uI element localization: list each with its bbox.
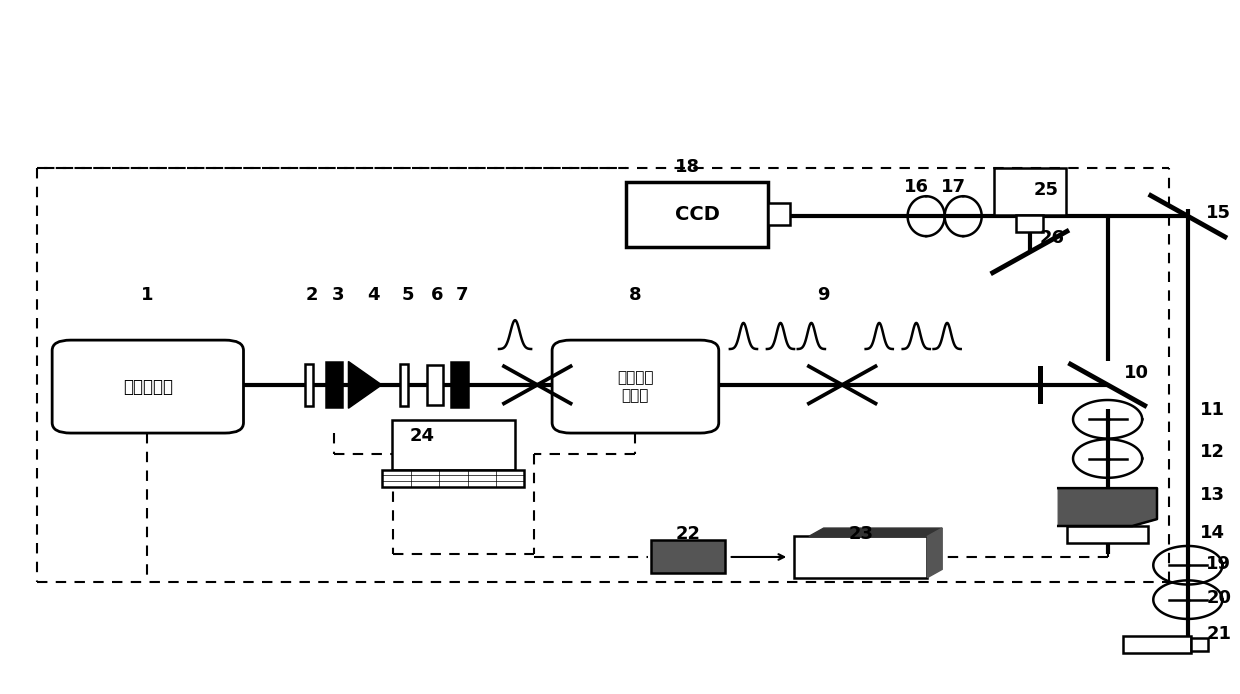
Bar — [399, 364, 408, 405]
Text: 脉冲时间
整形器: 脉冲时间 整形器 — [618, 371, 653, 403]
Text: 19: 19 — [1207, 555, 1231, 573]
Bar — [392, 420, 515, 470]
Bar — [1017, 215, 1043, 232]
Polygon shape — [348, 362, 382, 408]
Bar — [651, 541, 725, 573]
Bar — [994, 168, 1065, 215]
Text: 17: 17 — [941, 178, 966, 196]
FancyBboxPatch shape — [52, 340, 243, 433]
Bar — [1123, 636, 1190, 653]
Text: 8: 8 — [629, 287, 641, 305]
Bar — [1190, 638, 1208, 650]
Bar — [427, 365, 443, 405]
Text: 24: 24 — [410, 428, 435, 446]
Bar — [382, 470, 525, 486]
Bar — [768, 203, 790, 226]
Text: 7: 7 — [456, 287, 469, 305]
Bar — [626, 182, 768, 247]
Text: 16: 16 — [904, 178, 929, 196]
Text: 5: 5 — [402, 287, 414, 305]
Polygon shape — [808, 528, 942, 536]
Text: 20: 20 — [1207, 589, 1231, 607]
Text: 4: 4 — [367, 287, 379, 305]
Text: 23: 23 — [848, 525, 873, 543]
Bar — [1068, 525, 1148, 543]
Text: 22: 22 — [676, 525, 701, 543]
Text: 2: 2 — [305, 287, 317, 305]
Text: 1: 1 — [141, 287, 154, 305]
FancyBboxPatch shape — [552, 340, 719, 433]
Text: 13: 13 — [1200, 486, 1225, 504]
Bar — [305, 364, 314, 405]
Text: CCD: CCD — [675, 205, 719, 224]
Bar — [451, 362, 467, 407]
Text: 15: 15 — [1207, 204, 1231, 222]
Text: 10: 10 — [1123, 364, 1148, 382]
Polygon shape — [1058, 488, 1157, 526]
Text: 14: 14 — [1200, 524, 1225, 542]
Text: 9: 9 — [817, 287, 830, 305]
Polygon shape — [928, 528, 942, 577]
Text: 6: 6 — [432, 287, 444, 305]
Text: 12: 12 — [1200, 443, 1225, 461]
Text: 26: 26 — [1039, 229, 1065, 247]
Text: 3: 3 — [332, 287, 345, 305]
Bar — [794, 536, 928, 577]
Bar — [326, 362, 342, 407]
Text: 飞秒激光器: 飞秒激光器 — [123, 378, 172, 396]
Text: 21: 21 — [1207, 625, 1231, 643]
Text: 11: 11 — [1200, 401, 1225, 419]
Text: 25: 25 — [1033, 181, 1059, 199]
Text: 18: 18 — [676, 158, 701, 176]
